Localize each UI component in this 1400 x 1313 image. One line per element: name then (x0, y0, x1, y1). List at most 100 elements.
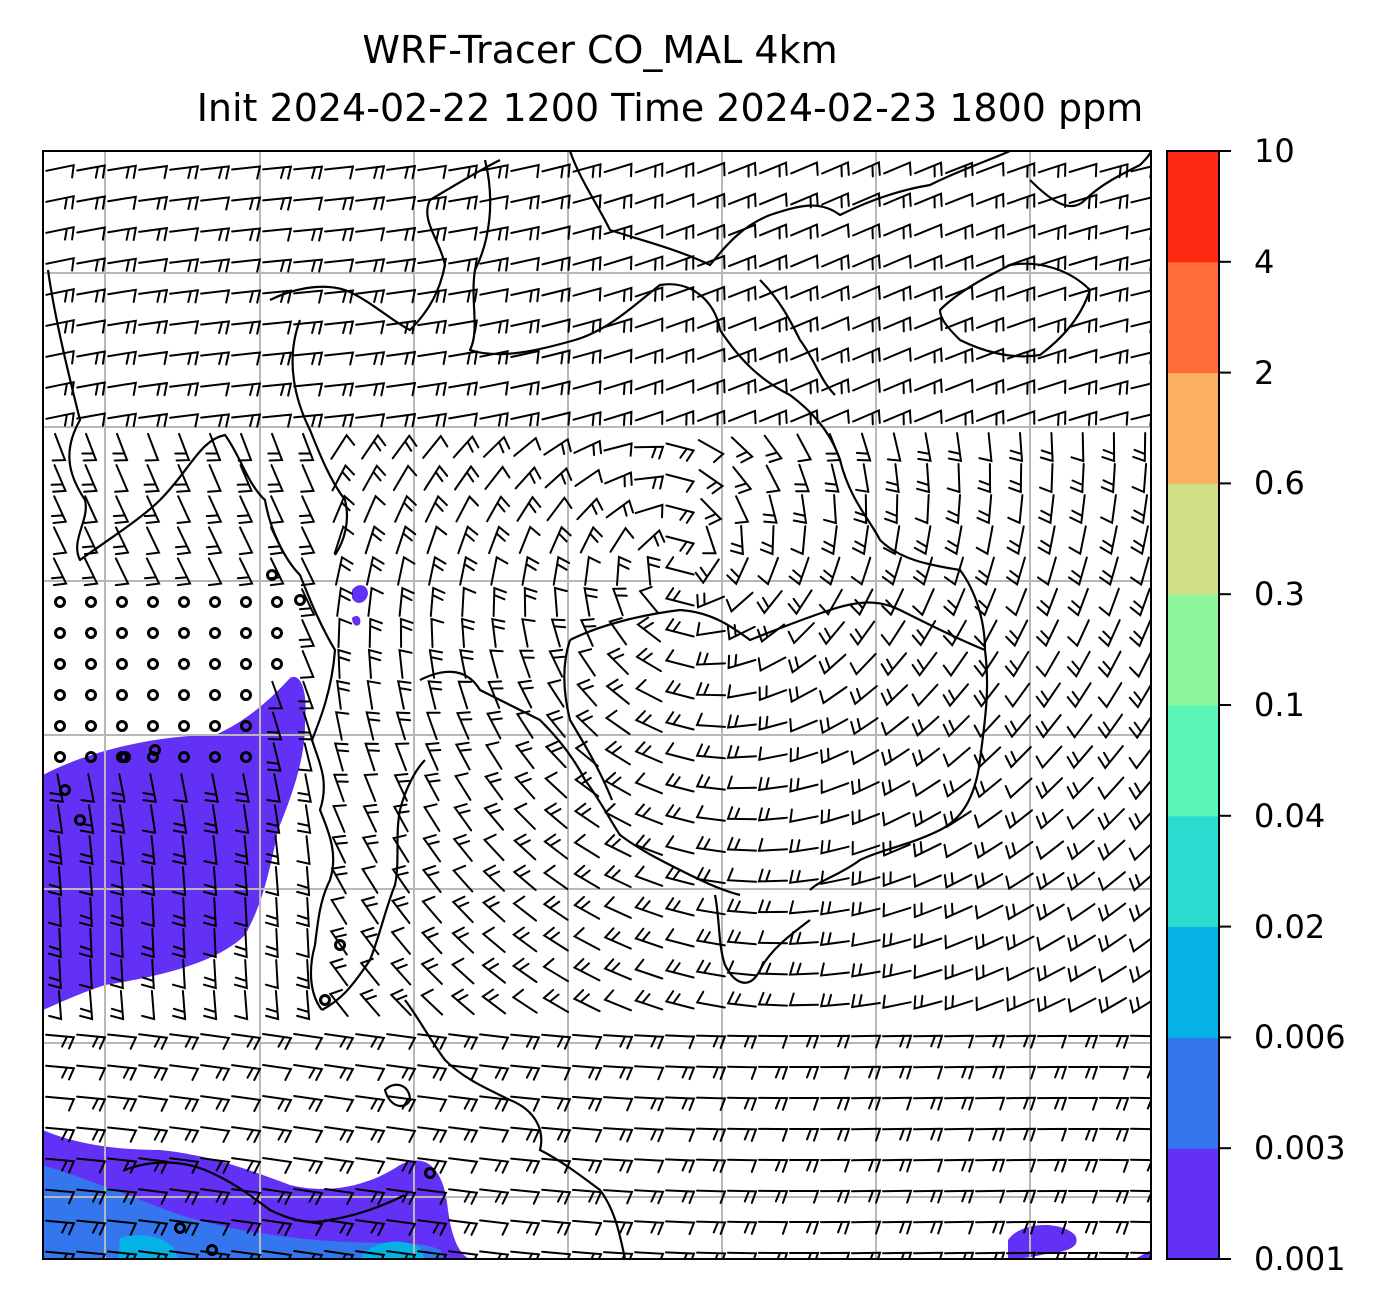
wind-barb (1068, 1097, 1099, 1111)
wind-barb (453, 803, 473, 832)
wind-barb (50, 557, 68, 587)
wind-barb (603, 255, 633, 271)
wind-barb (726, 557, 749, 586)
wind-barb (1004, 651, 1030, 678)
wind-barb (914, 285, 943, 302)
colorbar-tick-label: 4 (1254, 242, 1275, 281)
wind-barb (1067, 934, 1096, 952)
wind-barb (634, 1127, 665, 1143)
wind-barb (293, 1157, 324, 1174)
wind-barb (880, 684, 909, 707)
wind-barb (203, 804, 219, 835)
wind-barb (1068, 162, 1098, 178)
wind-barb (1130, 1158, 1151, 1172)
wind-barb (1006, 161, 1036, 178)
wind-barb (459, 649, 474, 679)
wind-barb (429, 586, 446, 617)
wind-barb (757, 991, 788, 1007)
wind-barb (664, 649, 695, 669)
calm-wind-circle (85, 689, 97, 701)
wind-barb (609, 526, 635, 553)
wind-barb (48, 866, 63, 897)
wind-barb (665, 1220, 696, 1236)
wind-barb (823, 494, 837, 525)
wind-barb (911, 620, 937, 647)
wind-barb (231, 165, 262, 180)
wind-barb (107, 350, 138, 365)
wind-barb (1128, 842, 1151, 862)
wind-barb (295, 959, 310, 990)
wind-barb (728, 192, 757, 209)
wind-barb (821, 525, 838, 556)
wind-barb (1035, 745, 1063, 770)
wind-barb (138, 350, 169, 366)
wind-barb (1037, 1127, 1068, 1142)
wind-barb (818, 588, 843, 616)
wind-barb (45, 163, 75, 179)
wind-barb (362, 803, 380, 833)
wind-barb (702, 525, 717, 555)
wind-barb (1037, 1065, 1068, 1080)
wind-barb (479, 319, 509, 334)
wind-barb (1005, 588, 1028, 617)
wind-barb (510, 225, 540, 241)
wind-barb (231, 1126, 262, 1143)
wind-barb (76, 1250, 107, 1259)
wind-barb (1005, 903, 1035, 921)
wind-barb (1039, 463, 1054, 494)
wind-barb (479, 1126, 510, 1143)
wind-barb (140, 959, 155, 990)
wind-barb (479, 381, 509, 396)
calm-wind-circle (178, 658, 190, 670)
wind-barb (202, 959, 217, 990)
wind-barb (944, 1065, 975, 1080)
wind-barb (47, 897, 62, 928)
wind-barb (267, 464, 284, 493)
wind-barb (393, 773, 411, 802)
wind-barb (461, 586, 477, 617)
wind-barb (231, 196, 262, 211)
wind-barb (238, 526, 254, 556)
calm-wind-circle (116, 596, 128, 608)
calm-wind-circle (147, 658, 159, 670)
wind-barb (112, 526, 130, 556)
wind-barb (819, 556, 841, 586)
wind-barb (293, 258, 324, 273)
wind-barb (1130, 1065, 1151, 1079)
wind-barb (171, 897, 186, 928)
coastline-north (568, 151, 1011, 267)
wind-barb (726, 991, 757, 1008)
wind-barb (386, 412, 417, 428)
wind-barb (634, 1158, 665, 1174)
wind-barb (1036, 995, 1066, 1013)
wind-barb (420, 988, 444, 1016)
wind-barb (491, 617, 506, 648)
wind-barb (336, 586, 353, 617)
wind-barb (141, 866, 156, 897)
wind-barb (696, 161, 726, 177)
wind-barb (634, 445, 665, 460)
wind-barb (398, 648, 413, 679)
wind-barb (481, 895, 506, 923)
wind-barb (1035, 840, 1065, 861)
map-frame (42, 150, 1152, 1260)
wind-barb (634, 865, 664, 887)
wind-barb (479, 1157, 510, 1174)
wind-barb (355, 1033, 386, 1050)
wind-barb (203, 866, 218, 897)
wind-barb (360, 896, 379, 925)
wind-barb (481, 988, 507, 1015)
wind-barb (481, 926, 506, 953)
wind-barb (726, 684, 757, 699)
wind-barb (262, 1188, 293, 1205)
wind-barb (788, 961, 819, 976)
wind-barb (975, 1220, 1006, 1235)
wind-barb (1009, 432, 1024, 463)
wind-barb (942, 651, 968, 678)
wind-barb (176, 495, 192, 524)
wind-barb (1035, 650, 1060, 678)
wind-barb (572, 410, 602, 427)
wind-barb (1067, 871, 1096, 892)
wind-barb (664, 928, 695, 948)
wind-barb (1068, 1128, 1099, 1142)
